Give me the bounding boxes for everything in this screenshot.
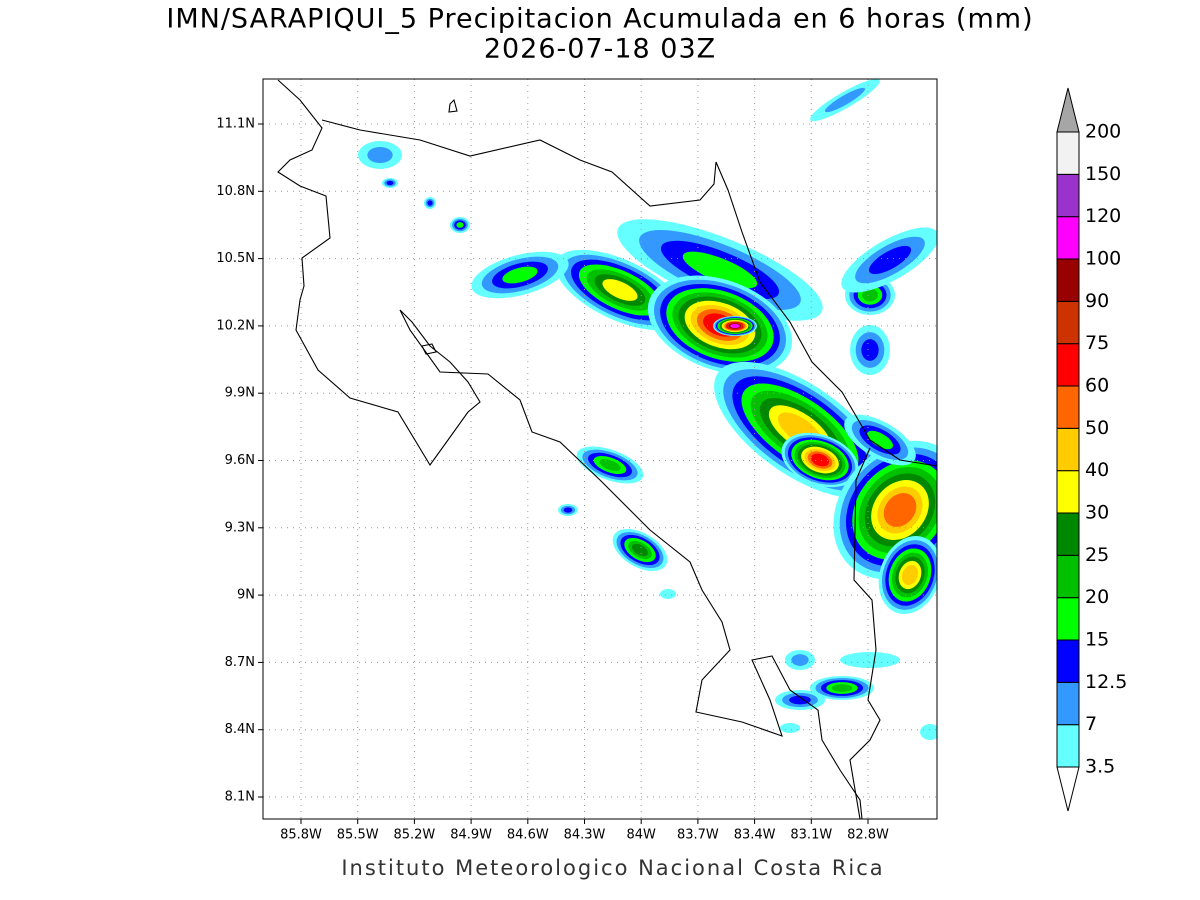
caribbean-coast (321, 119, 937, 467)
x-tick-label: 83.4W (734, 828, 776, 843)
precip-contour (502, 266, 538, 284)
colorbar-swatch (1056, 300, 1080, 345)
colorbar-over (1056, 87, 1080, 133)
y-tick-label: 10.2N (216, 318, 255, 333)
colorbar-swatch (1056, 216, 1080, 260)
colorbar: 3.5 7 12.5 15 20 25 30 40 50 60 75 90 100 120 150 200 (1056, 87, 1127, 812)
precip-contour (427, 200, 433, 206)
precip-contour (789, 695, 811, 705)
colorbar-label: 90 (1085, 290, 1109, 312)
colorbar-label: 75 (1085, 332, 1109, 354)
colorbar-label: 150 (1085, 163, 1121, 185)
colorbar-swatch (1056, 173, 1080, 218)
colorbar-label: 30 (1085, 502, 1109, 524)
colorbar-label: 40 (1085, 459, 1109, 481)
colorbar-label: 12.5 (1085, 671, 1127, 693)
colorbar-swatch (1056, 681, 1080, 726)
x-tick-label: 84.9W (450, 828, 492, 843)
colorbar-swatch (1056, 385, 1080, 429)
precipitation-field (358, 79, 937, 740)
title: IMN/SARAPIQUI_5 Precipitacion Acumulada … (166, 4, 1033, 35)
map-frame (262, 78, 938, 820)
precip-contour (682, 251, 758, 289)
colorbar-swatch (1056, 554, 1080, 599)
colorbar-swatch (1056, 512, 1080, 556)
precip-contour (901, 565, 919, 585)
y-tick-label: 9.6N (225, 453, 255, 468)
colorbar-swatch (1056, 131, 1080, 175)
precip-contour (920, 724, 937, 740)
y-tick-label: 11.1N (216, 117, 255, 132)
x-tick-label: 84.3W (564, 828, 606, 843)
precip-contour (599, 459, 621, 471)
y-tick-label: 10.5N (216, 251, 255, 266)
panama-border (849, 447, 881, 819)
precip-contour (780, 723, 800, 733)
precip-contour (861, 339, 879, 361)
colorbar-label: 15 (1085, 629, 1109, 651)
colorbar-swatch (1056, 724, 1080, 768)
y-tick-label: 10.8N (216, 184, 255, 199)
precip-contour (563, 507, 573, 513)
colorbar-swatch (1056, 639, 1080, 683)
y-tick-label: 9N (237, 588, 255, 603)
colorbar-swatch (1056, 597, 1080, 641)
colorbar-label: 25 (1085, 544, 1109, 566)
coastlines (277, 79, 937, 819)
x-tick-label: 84W (626, 828, 656, 843)
colorbar-under (1056, 766, 1080, 812)
colorbar-label: 120 (1085, 205, 1121, 227)
y-tick-label: 8.4N (225, 722, 255, 737)
colorbar-swatch (1056, 470, 1080, 514)
y-tick-label: 8.7N (225, 655, 255, 670)
precip-contour (824, 87, 866, 113)
precip-contour (840, 652, 900, 668)
precip-contour (791, 654, 809, 666)
colorbar-label: 7 (1085, 713, 1097, 735)
precip-contour (456, 222, 464, 228)
precip-contour (868, 245, 912, 275)
precip-contour (862, 288, 878, 302)
precip-contour (831, 684, 853, 692)
colorbar-swatch (1056, 427, 1080, 472)
precip-contour (602, 279, 638, 301)
x-tick-label: 82.8W (847, 828, 889, 843)
precip-contour (867, 430, 893, 450)
colorbar-label: 3.5 (1085, 756, 1115, 778)
y-tick-label: 8.1N (225, 790, 255, 805)
colorbar-label: 20 (1085, 586, 1109, 608)
y-tick-label: 9.3N (225, 520, 255, 535)
gulf-island (421, 343, 437, 355)
precip-contour (386, 180, 394, 186)
precip-contour (883, 493, 917, 527)
axis-labels: 85.8W 85.5W 85.2W 84.9W 84.6W 84.3W 84W 83.7W 83… (216, 117, 889, 843)
precip-contour (810, 453, 830, 467)
x-tick-label: 83.7W (677, 828, 719, 843)
precip-contour (632, 543, 648, 557)
x-tick-label: 84.6W (507, 828, 549, 843)
precip-contour (367, 146, 393, 164)
precip-contour (660, 589, 676, 599)
x-tick-label: 85.5W (337, 828, 379, 843)
colorbar-swatch (1056, 343, 1080, 387)
lake (448, 98, 458, 113)
x-tick-label: 85.2W (393, 828, 435, 843)
colorbar-label: 100 (1085, 248, 1121, 270)
x-tick-label: 83.1W (790, 828, 832, 843)
x-tick-label: 85.8W (280, 828, 322, 843)
colorbar-swatch (1056, 258, 1080, 302)
y-tick-label: 9.9N (225, 386, 255, 401)
colorbar-label: 50 (1085, 417, 1109, 439)
colorbar-label: 60 (1085, 375, 1109, 397)
pacific-coast (277, 79, 863, 819)
footer: Instituto Meteorologico Nacional Costa R… (341, 856, 884, 880)
grid (263, 79, 937, 819)
subtitle: 2026-07-18 03Z (484, 34, 716, 65)
precip-contour (730, 323, 740, 329)
colorbar-label: 200 (1085, 121, 1121, 143)
